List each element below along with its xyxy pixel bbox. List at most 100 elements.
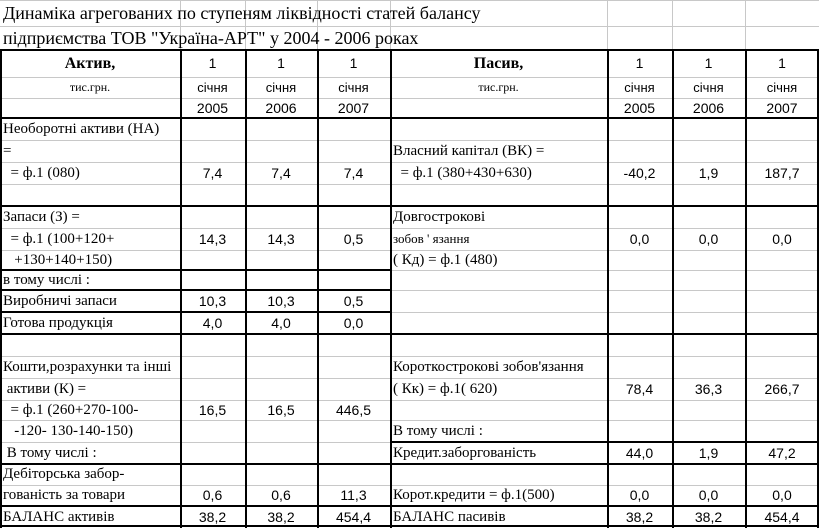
- zapasy-value: 0,5: [343, 231, 364, 247]
- grid-line: [0, 485, 819, 486]
- zapasy-value: 14,3: [267, 231, 295, 247]
- grid-line: [0, 269, 390, 271]
- grid-line: [317, 50, 319, 528]
- grid-line: [745, 50, 747, 528]
- grid-line: [0, 463, 819, 465]
- grid-line: [0, 420, 819, 421]
- assets-unit: тис.грн.: [69, 80, 111, 94]
- koshty-value: 16,5: [267, 402, 295, 418]
- grid-line: [0, 77, 819, 78]
- debit-value: 0,6: [271, 487, 291, 503]
- na-value: 7,4: [202, 165, 223, 181]
- assets-header: Актив,: [64, 55, 116, 72]
- korot-value: 0,0: [629, 487, 650, 503]
- vk-value: -40,2: [623, 165, 656, 181]
- date-month: січня: [338, 80, 369, 95]
- kredit-value: 47,2: [768, 445, 796, 461]
- incl-label: в тому числі :: [3, 272, 90, 288]
- grid-line: [0, 50, 2, 528]
- kd-value: 0,0: [772, 231, 792, 247]
- gotova-label: Готова продукція: [3, 315, 113, 331]
- grid-line: [607, 50, 609, 528]
- zapasy-label: = ф.1 (100+120+: [3, 231, 115, 247]
- grid-line: [0, 98, 819, 99]
- na-value: 7,4: [271, 165, 291, 181]
- assets-balance-label: БАЛАНС активів: [3, 509, 115, 525]
- koshty-label: Кошти,розрахунки та інші: [3, 359, 172, 375]
- kredit-label: Кредит.заборгованість: [393, 445, 537, 461]
- assets-balance-value: 38,2: [198, 509, 227, 525]
- date-month: січня: [766, 80, 798, 95]
- zapasy-label: Запаси (З) =: [3, 209, 80, 225]
- gotova-value: 4,0: [202, 315, 223, 331]
- vyrob-value: 0,5: [343, 293, 364, 309]
- kd-label: зобов ' язання: [393, 231, 470, 246]
- koshty-value: 16,5: [198, 402, 227, 418]
- date-day: 1: [704, 55, 713, 71]
- vyrob-label: Виробничі запаси: [3, 293, 117, 309]
- date-year: 2005: [196, 100, 229, 116]
- grid-line: [0, 140, 819, 141]
- kk-label: ( Кк) = ф.1( 620): [393, 381, 498, 397]
- date-month: січня: [265, 80, 297, 95]
- kk-label: Короткострокові зобов'язання: [393, 359, 584, 375]
- vyrob-value: 10,3: [198, 293, 227, 309]
- vyrob-value: 10,3: [267, 293, 295, 309]
- kk-value: 78,4: [625, 381, 654, 397]
- debit-value: 11,3: [340, 487, 367, 503]
- kk-value: 266,7: [764, 381, 800, 397]
- grid-line: [817, 50, 819, 528]
- liab-balance-label: БАЛАНС пасивів: [393, 509, 506, 525]
- grid-line: [0, 49, 819, 51]
- zapasy-value: 14,3: [198, 231, 227, 247]
- liab-balance-value: 454,4: [764, 509, 800, 525]
- grid-line: [672, 50, 674, 528]
- zapasy-label: +130+140+150): [3, 252, 113, 268]
- gotova-value: 0,0: [343, 315, 364, 331]
- vk-label: = ф.1 (380+430+630): [393, 165, 532, 181]
- date-day: 1: [208, 55, 217, 71]
- title-line-2: підприємства ТОВ "Україна-АРТ" у 2004 - …: [3, 28, 419, 48]
- grid-line: [0, 228, 819, 229]
- title-line-1: Динаміка агрегованих по ступеням ліквідн…: [3, 3, 481, 23]
- na-value: 7,4: [343, 165, 364, 181]
- korot-value: 0,0: [772, 487, 792, 503]
- gotova-value: 4,0: [271, 315, 291, 331]
- date-day: 1: [349, 55, 358, 71]
- grid-line: [245, 50, 247, 528]
- grid-line: [180, 50, 182, 528]
- liab-balance-value: 38,2: [625, 509, 654, 525]
- grid-line: [0, 400, 819, 401]
- kredit-value: 44,0: [625, 445, 654, 461]
- grid-line: [0, 525, 819, 527]
- vk-label: Власний капітал (ВК) =: [393, 143, 545, 159]
- korot-label: Корот.кредити = ф.1(500): [393, 487, 555, 503]
- vk-value: 1,9: [698, 165, 719, 181]
- date-day: 1: [635, 55, 644, 71]
- liab-incl-label: В тому числі :: [393, 423, 483, 439]
- incl2-label: В тому числі :: [3, 445, 97, 461]
- date-year: 2005: [623, 100, 656, 116]
- grid-line: [0, 505, 819, 507]
- date-month: січня: [197, 80, 228, 95]
- grid-line: [0, 184, 819, 185]
- grid-line: [0, 26, 819, 27]
- grid-line: [0, 333, 819, 335]
- date-year: 2006: [692, 100, 725, 116]
- date-year: 2007: [766, 100, 798, 116]
- grid-line: [0, 117, 819, 119]
- date-day: 1: [277, 55, 285, 71]
- debit-value: 0,6: [202, 487, 223, 503]
- date-year: 2006: [265, 100, 297, 116]
- na-label: =: [3, 143, 12, 159]
- grid-line: [0, 311, 390, 313]
- koshty-label: -120- 130-140-150): [3, 423, 133, 439]
- kd-label: ( Кд) = ф.1 (480): [393, 252, 498, 268]
- date-day: 1: [778, 55, 786, 71]
- grid-line: [0, 250, 819, 251]
- koshty-value: 446,5: [335, 402, 372, 418]
- liabilities-unit: тис.грн.: [478, 80, 519, 94]
- grid-line: [390, 50, 392, 528]
- date-year: 2007: [337, 100, 370, 116]
